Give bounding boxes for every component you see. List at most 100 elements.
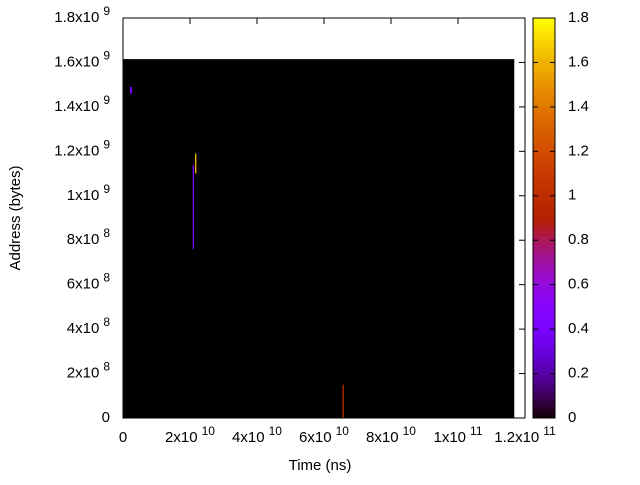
x-tick-label: 1.2x10 11 [494, 424, 556, 446]
x-tick-label: 1x10 [434, 429, 467, 446]
colorbar-segment [533, 158, 555, 161]
x-axis-label: Time (ns) [289, 457, 352, 474]
colorbar-tick-label: 1.4 [568, 98, 589, 115]
x-tick-label: 4x10 10 [232, 424, 282, 446]
colorbar-segment [533, 166, 555, 169]
colorbar-segment [533, 316, 555, 319]
colorbar-segment [533, 290, 555, 293]
colorbar-segment [533, 186, 555, 189]
colorbar-segment [533, 98, 555, 101]
colorbar-segment [533, 346, 555, 349]
colorbar-segment [533, 30, 555, 33]
colorbar-segment [533, 62, 555, 65]
colorbar-segment [533, 382, 555, 385]
colorbar-segment [533, 92, 555, 95]
colorbar-segment [533, 358, 555, 361]
colorbar-segment [533, 102, 555, 105]
colorbar-segment [533, 184, 555, 187]
colorbar-segment [533, 152, 555, 155]
y-tick-label-exponent: 9 [103, 138, 110, 152]
colorbar-segment [533, 240, 555, 243]
colorbar-segment [533, 38, 555, 41]
colorbar-segment [533, 66, 555, 69]
colorbar-segment [533, 192, 555, 195]
colorbar-segment [533, 216, 555, 219]
colorbar-segment [533, 396, 555, 399]
colorbar-segment [533, 64, 555, 67]
colorbar-segment [533, 272, 555, 275]
colorbar-segment [533, 214, 555, 217]
colorbar-segment [533, 180, 555, 183]
colorbar-segment [533, 100, 555, 103]
colorbar-segment [533, 304, 555, 307]
colorbar-segment [533, 168, 555, 171]
colorbar-segment [533, 68, 555, 71]
heatmap-cell [123, 59, 515, 418]
colorbar-segment [533, 394, 555, 397]
y-tick-label: 6x10 [67, 276, 100, 293]
colorbar-segment [533, 292, 555, 295]
colorbar-segment [533, 150, 555, 153]
colorbar-segment [533, 338, 555, 341]
colorbar-segment [533, 212, 555, 215]
y-tick-label: 1.6x10 9 [54, 49, 110, 71]
x-tick-label: 4x10 [232, 429, 265, 446]
colorbar-segment [533, 286, 555, 289]
colorbar-segment [533, 36, 555, 39]
x-tick-label-exponent: 10 [336, 424, 350, 438]
colorbar-segment [533, 200, 555, 203]
colorbar-segment [533, 220, 555, 223]
colorbar-segment [533, 312, 555, 315]
colorbar-tick-label: 1.6 [568, 53, 589, 70]
colorbar-segment [533, 360, 555, 363]
colorbar-segment [533, 88, 555, 91]
colorbar-segment [533, 106, 555, 109]
heatmap-cell [192, 164, 195, 250]
y-tick-label: 2x10 8 [67, 360, 111, 382]
y-tick-label: 0 [102, 409, 110, 426]
colorbar-segment [533, 274, 555, 277]
colorbar-segment [533, 90, 555, 93]
y-tick-label: 1.4x10 9 [54, 93, 110, 115]
colorbar-segment [533, 254, 555, 257]
colorbar-segment [533, 222, 555, 225]
colorbar-segment [533, 384, 555, 387]
colorbar-segment [533, 362, 555, 365]
colorbar-segment [533, 24, 555, 27]
colorbar-segment [533, 266, 555, 269]
colorbar-segment [533, 294, 555, 297]
heatmap-cell [195, 153, 197, 174]
y-tick-label: 1.4x10 [54, 98, 99, 115]
colorbar-segment [533, 342, 555, 345]
y-tick-label: 8x10 8 [67, 226, 111, 248]
colorbar-segment [533, 332, 555, 335]
colorbar-segment [533, 134, 555, 137]
colorbar-segment [533, 308, 555, 311]
colorbar-segment [533, 374, 555, 377]
colorbar-segment [533, 48, 555, 51]
colorbar-segment [533, 74, 555, 77]
y-tick-label: 4x10 8 [67, 315, 111, 337]
colorbar-segment [533, 348, 555, 351]
colorbar-segment [533, 126, 555, 129]
colorbar-segment [533, 250, 555, 253]
colorbar-segment [533, 210, 555, 213]
y-tick-label-exponent: 8 [103, 360, 110, 374]
x-tick-label: 6x10 [299, 429, 332, 446]
colorbar-segment [533, 202, 555, 205]
colorbar-segment [533, 234, 555, 237]
colorbar-tick-label: 0.6 [568, 276, 589, 293]
colorbar-segment [533, 390, 555, 393]
colorbar-tick-label: 0.2 [568, 365, 589, 382]
colorbar-segment [533, 326, 555, 329]
colorbar-segment [533, 188, 555, 191]
y-tick-label: 1.2x10 [54, 142, 99, 159]
colorbar-segment [533, 194, 555, 197]
colorbar-segment [533, 288, 555, 291]
x-tick-label: 2x10 [165, 429, 198, 446]
colorbar-segment [533, 354, 555, 357]
colorbar-segment [533, 178, 555, 181]
colorbar-segment [533, 78, 555, 81]
x-tick-label: 6x10 10 [299, 424, 349, 446]
colorbar-segment [533, 174, 555, 177]
